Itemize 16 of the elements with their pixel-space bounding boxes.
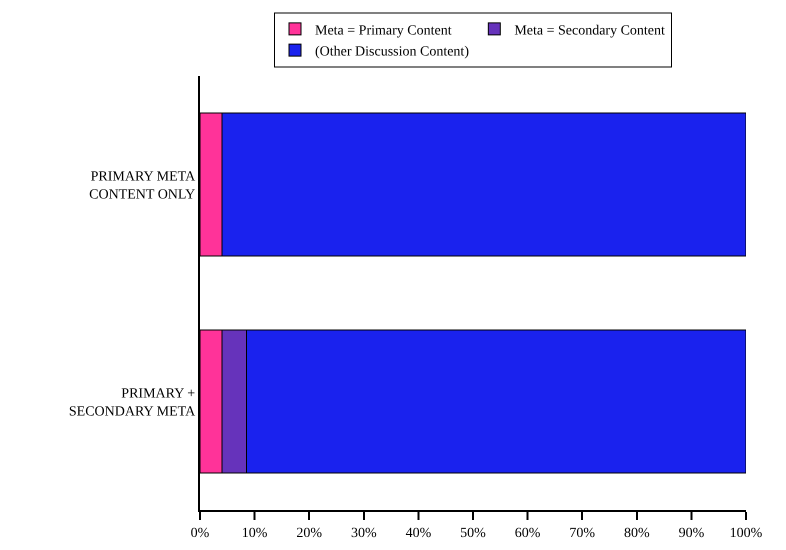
y-tick-label: PRIMARY META CONTENT ONLY	[89, 169, 196, 202]
legend-label: Meta = Secondary Content	[514, 23, 666, 38]
x-tick-label: 10%	[242, 526, 268, 541]
x-tick-label: 60%	[514, 526, 541, 541]
x-tick-label: 70%	[569, 526, 596, 541]
legend-label: (Other Discussion Content)	[315, 44, 470, 60]
x-tick-label: 100%	[730, 526, 763, 541]
x-tick-label: 40%	[406, 526, 432, 541]
x-tick-label: 0%	[190, 526, 210, 541]
x-tick-label: 90%	[678, 526, 705, 541]
legend-label: Meta = Primary Content	[315, 23, 452, 38]
x-tick-label: 30%	[350, 526, 377, 541]
y-tick-label: PRIMARY + SECONDARY META	[68, 386, 196, 420]
x-tick-label: 20%	[296, 526, 322, 541]
x-tick-label: 50%	[460, 526, 486, 541]
x-tick-label: 80%	[624, 526, 650, 541]
